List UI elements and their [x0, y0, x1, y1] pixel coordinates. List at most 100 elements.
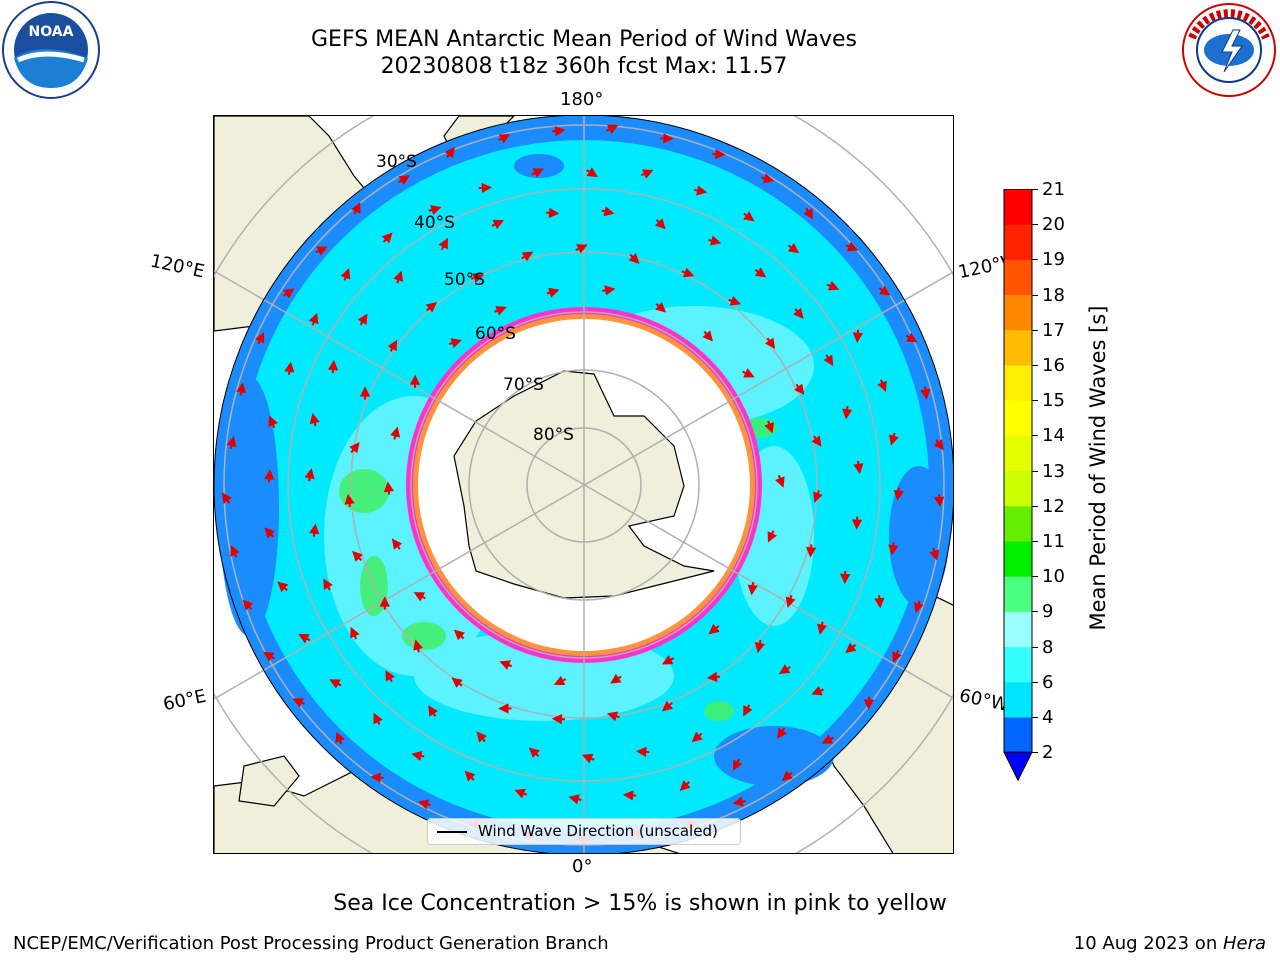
wind-arrow-head — [226, 435, 237, 448]
colorbar-svg — [1003, 188, 1033, 782]
wind-arrow-head — [781, 770, 793, 782]
wind-arrow-head — [785, 596, 796, 608]
colorbar-segment — [1004, 541, 1032, 577]
footer-credit: NCEP/EMC/Verification Post Processing Pr… — [13, 933, 609, 954]
wind-arrow-head — [548, 287, 560, 298]
wind-arrow-head — [877, 380, 887, 392]
wind-arrow-head — [521, 251, 534, 262]
footer-date: 10 Aug 2023 on Hera — [1074, 933, 1266, 954]
lon-label-60e: 60°E — [161, 685, 208, 716]
colorbar-tick-mark — [1032, 224, 1038, 226]
lat-label-40s: 40°S — [414, 213, 455, 233]
wind-arrow-head — [604, 285, 616, 296]
wind-arrow-head — [929, 549, 940, 561]
wind-arrow-head — [309, 523, 320, 535]
wind-arrow-head — [606, 124, 619, 134]
wind-arrow-head — [610, 673, 622, 684]
colorbar-tick-mark — [1032, 752, 1038, 754]
wind-arrow-head — [679, 780, 691, 791]
wind-arrow-head — [715, 149, 726, 160]
wind-arrow-head — [230, 545, 240, 557]
wind-arrow-head — [794, 383, 805, 395]
wind-arrow-head — [264, 469, 275, 480]
sea-ice-note: Sea Ice Concentration > 15% is shown in … — [333, 891, 947, 916]
colorbar-tick-mark — [1032, 505, 1038, 507]
wind-arrow-head — [853, 463, 864, 475]
wind-arrow-head — [888, 544, 899, 556]
colorbar-segment — [1004, 470, 1032, 507]
colorbar-tick-label: 11 — [1042, 531, 1065, 552]
wind-arrow-head — [370, 772, 382, 783]
wind-arrow-head — [934, 496, 945, 508]
colorbar-segment — [1004, 505, 1032, 542]
wind-arrow-head — [453, 629, 465, 641]
wind-arrow-head — [851, 519, 863, 530]
wind-arrow-head — [528, 747, 540, 759]
map-legend: Wind Wave Direction (unscaled) — [427, 818, 741, 845]
wind-arrow-head — [498, 703, 509, 714]
wind-arrow-head — [655, 301, 667, 313]
colorbar-tick-label: 6 — [1042, 671, 1054, 693]
colorbar-tick-label: 9 — [1042, 601, 1054, 623]
wind-arrow-head — [283, 288, 295, 299]
wind-arrow-head — [387, 339, 398, 352]
wind-arrow-head — [754, 641, 765, 654]
wind-arrow-head — [430, 205, 442, 215]
wind-arrow-head — [913, 601, 924, 614]
wind-arrow-head — [373, 712, 383, 725]
wind-arrow-head — [691, 731, 703, 743]
wind-arrow-head — [495, 305, 507, 316]
wind-arrow-head — [385, 670, 395, 682]
wind-arrow-head — [340, 268, 351, 280]
colorbar-tick-label: 17 — [1042, 319, 1065, 341]
wind-arrow-head — [264, 527, 276, 539]
wind-arrow-head — [811, 435, 822, 447]
colorbar-tick-label: 4 — [1042, 707, 1054, 728]
wind-arrow-head — [425, 302, 438, 313]
wind-arrow-head — [893, 490, 904, 501]
wind-arrow-head — [787, 243, 800, 254]
wind-arrow-head — [754, 267, 767, 278]
wind-arrow-head — [438, 237, 448, 250]
wind-arrow-head — [413, 639, 424, 651]
map-canvas — [214, 116, 953, 853]
colorbar-tick-label: 12 — [1042, 495, 1065, 517]
colorbar — [1003, 188, 1033, 782]
colorbar-segment — [1004, 224, 1032, 260]
wind-arrow-head — [221, 492, 232, 504]
wind-arrow-head — [551, 713, 563, 725]
colorbar-segment — [1004, 681, 1032, 718]
wind-arrow-head — [327, 359, 339, 371]
colorbar-label: Mean Period of Wind Waves [s] — [1086, 305, 1110, 631]
colorbar-tick-mark — [1032, 576, 1038, 578]
legend-line — [437, 831, 467, 833]
wind-arrow-head — [554, 126, 566, 137]
wind-arrow-head — [351, 202, 361, 214]
colorbar-segment — [1004, 611, 1032, 648]
lon-label-180: 180° — [560, 89, 604, 110]
chart-title: GEFS MEAN Antarctic Mean Period of Wind … — [311, 27, 857, 52]
wind-arrow-head — [793, 307, 804, 319]
wind-arrow-head — [393, 270, 404, 282]
wind-arrow-head — [747, 584, 758, 596]
wind-arrow-head — [350, 626, 360, 639]
colorbar-tick-mark — [1032, 329, 1038, 331]
wind-arrow-head — [417, 799, 430, 810]
wind-arrow-head — [492, 219, 504, 230]
wind-arrow-head — [472, 273, 484, 283]
colorbar-tick-label: 14 — [1042, 425, 1065, 447]
colorbar-tick-label: 20 — [1042, 214, 1065, 236]
lat-label-60s: 60°S — [475, 324, 516, 344]
wind-arrow-head — [845, 642, 857, 654]
wind-arrow-head — [732, 796, 744, 807]
colorbar-tick-mark — [1032, 365, 1038, 366]
wind-arrow-head — [481, 182, 492, 194]
wind-arrow-head — [498, 133, 511, 144]
wind-arrow-head — [308, 312, 319, 325]
wind-arrow-head — [905, 332, 918, 343]
wind-arrow-head — [411, 750, 423, 761]
colorbar-tick-label: 18 — [1042, 284, 1065, 306]
wind-arrow-head — [284, 361, 295, 373]
wind-arrow-head — [464, 770, 476, 782]
lon-label-0: 0° — [572, 856, 593, 877]
